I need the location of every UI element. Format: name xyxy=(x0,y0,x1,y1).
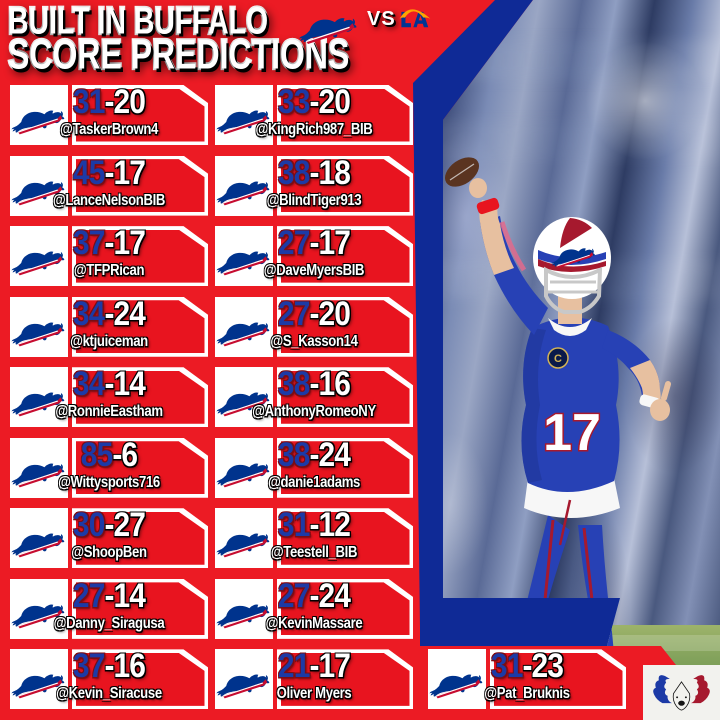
svg-text:C: C xyxy=(554,353,562,365)
svg-text:17: 17 xyxy=(543,404,601,462)
